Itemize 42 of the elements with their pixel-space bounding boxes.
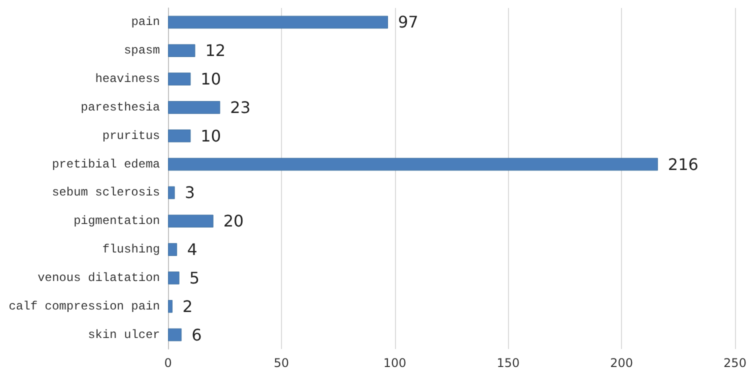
bar	[168, 272, 180, 284]
data-label: 23	[230, 98, 251, 117]
y-tick-label: flushing	[102, 242, 160, 257]
bar	[168, 158, 658, 171]
bar	[168, 44, 196, 58]
bar	[168, 328, 182, 342]
data-label: 2	[182, 296, 193, 316]
y-tick-label: paresthesia	[80, 100, 160, 114]
bar	[168, 214, 214, 228]
bar	[168, 129, 191, 142]
bar	[168, 16, 388, 29]
bar	[168, 300, 173, 313]
x-tick-label: 150	[496, 356, 520, 370]
y-tick-label: skin ulcer	[88, 328, 160, 342]
y-tick-label: pigmentation	[74, 214, 160, 228]
x-tick-label: 200	[610, 356, 634, 370]
data-label: 97	[398, 12, 418, 32]
x-tick-label: 50	[274, 356, 290, 370]
data-label: 4	[187, 240, 198, 260]
data-label: 216	[668, 154, 698, 174]
data-label: 20	[223, 212, 244, 231]
y-tick-label: venous dilatation	[38, 270, 160, 285]
y-tick-label: spasm	[124, 44, 160, 58]
data-label: 3	[184, 183, 195, 202]
data-label: 10	[200, 126, 222, 146]
data-label: 10	[200, 70, 222, 89]
bar	[168, 243, 178, 256]
y-tick-label: calf compression pain	[8, 299, 160, 314]
y-tick-label: pretibial edema	[52, 157, 160, 172]
y-tick-label: heaviness	[95, 72, 160, 86]
bar	[168, 72, 191, 86]
x-tick-label: 0	[164, 356, 172, 370]
data-label: 6	[192, 325, 202, 344]
y-tick-label: sebum sclerosis	[52, 186, 160, 200]
y-tick-label: pain	[131, 15, 160, 30]
x-tick-label: 100	[383, 356, 406, 370]
data-label: 5	[189, 268, 200, 288]
y-tick-label: pruritus	[102, 128, 160, 143]
bar	[168, 186, 175, 200]
bar	[168, 101, 220, 114]
data-label: 12	[205, 41, 226, 60]
x-tick-label: 250	[724, 356, 746, 370]
